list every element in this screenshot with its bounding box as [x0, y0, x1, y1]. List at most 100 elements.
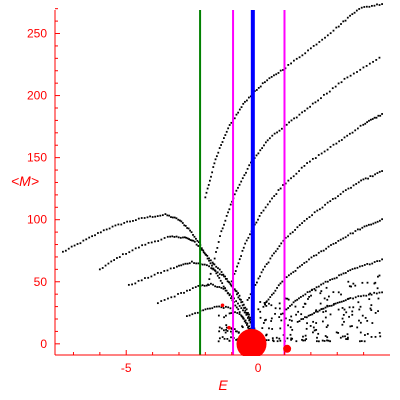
data-point [230, 327, 233, 330]
data-point [191, 287, 194, 290]
data-point [180, 292, 182, 294]
data-point [274, 312, 276, 315]
data-point [368, 263, 371, 266]
data-point [195, 262, 198, 265]
data-point [247, 236, 250, 239]
data-point [284, 182, 287, 185]
data-point [211, 307, 214, 310]
data-point [235, 113, 238, 116]
data-point [363, 6, 366, 8]
data-point [326, 336, 329, 339]
data-point [177, 236, 180, 239]
data-point [188, 238, 190, 241]
data-point [200, 247, 203, 250]
data-point [266, 203, 269, 206]
data-point [314, 289, 317, 292]
data-point [264, 319, 266, 322]
data-point [349, 325, 352, 328]
y-tick-label: 100 [27, 213, 47, 227]
data-point [371, 262, 374, 265]
data-point [247, 317, 249, 319]
data-point [266, 139, 269, 142]
data-point [64, 249, 67, 252]
data-point [347, 336, 349, 339]
data-point [282, 184, 284, 186]
data-point [373, 291, 376, 294]
data-point [206, 257, 209, 260]
data-point [282, 69, 284, 71]
data-point [378, 260, 381, 262]
data-point [159, 214, 162, 217]
data-point [374, 335, 377, 338]
data-point [156, 215, 159, 217]
axis-mask [56, 356, 391, 376]
x-axis-label: E [218, 377, 228, 393]
data-point [257, 87, 260, 89]
data-point [340, 273, 343, 276]
data-point [296, 298, 299, 301]
data-point [267, 298, 270, 301]
data-point [101, 267, 104, 269]
data-point [257, 152, 260, 155]
data-point [217, 241, 220, 243]
data-point [269, 257, 272, 260]
data-point [366, 319, 369, 322]
data-point [222, 307, 225, 309]
data-point [234, 311, 236, 314]
data-point [120, 223, 123, 226]
data-point [324, 310, 327, 313]
data-point [348, 285, 351, 288]
data-point [183, 291, 185, 294]
data-point [140, 279, 143, 282]
data-point [206, 307, 209, 310]
y-tick-label: 150 [27, 151, 47, 165]
data-point [326, 339, 328, 342]
data-point [223, 337, 226, 340]
data-point [163, 299, 166, 301]
data-point [257, 308, 260, 311]
data-point [225, 130, 228, 133]
data-point [306, 291, 309, 294]
data-point [116, 257, 118, 259]
data-point [340, 23, 342, 25]
data-point [368, 5, 371, 8]
data-point [337, 308, 340, 311]
data-point [244, 100, 246, 103]
data-point [381, 3, 383, 5]
data-point [218, 337, 221, 340]
data-point [208, 265, 210, 268]
data-point [302, 335, 304, 338]
data-point [211, 171, 214, 174]
data-point [141, 244, 144, 247]
data-point [245, 312, 248, 314]
data-point [371, 175, 374, 178]
data-point [154, 215, 157, 218]
data-point [210, 282, 212, 285]
data-point [224, 287, 227, 290]
data-point [377, 310, 379, 313]
data-point [317, 340, 320, 343]
data-point [234, 289, 237, 292]
data-point [378, 331, 381, 334]
data-point [292, 301, 295, 304]
data-point [151, 216, 154, 218]
data-point [144, 243, 147, 246]
data-point [323, 340, 326, 342]
data-point [347, 234, 349, 237]
data-point [278, 316, 281, 318]
data-point [186, 262, 189, 265]
data-point [287, 179, 290, 182]
data-point [344, 299, 347, 302]
data-point [271, 337, 274, 340]
data-point [366, 121, 368, 124]
data-point [290, 319, 293, 322]
data-point [298, 320, 301, 323]
data-point [291, 337, 294, 340]
data-point [191, 313, 194, 316]
data-point [343, 308, 346, 311]
data-point [128, 251, 131, 254]
data-point [289, 232, 292, 235]
data-point [375, 292, 378, 295]
data-point [315, 286, 318, 289]
data-point [189, 229, 191, 232]
